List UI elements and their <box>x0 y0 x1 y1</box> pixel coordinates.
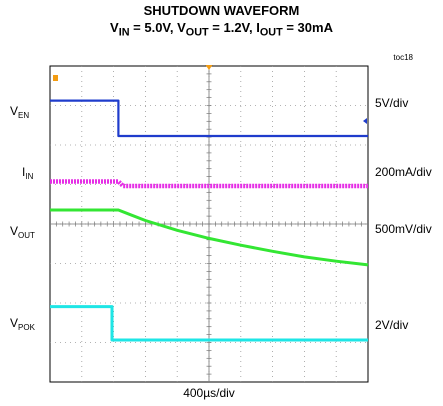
vpok-channel-label: VPOK <box>10 316 35 332</box>
ven-level-marker-icon <box>363 118 367 124</box>
ven-channel-label: VEN <box>10 104 30 120</box>
trigger-marker-icon <box>205 65 213 70</box>
vpok-trace <box>50 305 368 342</box>
iin-trace <box>50 179 368 189</box>
iin-scale-label: 200mA/div <box>375 165 432 179</box>
x-axis-label: 400µs/div <box>183 386 235 400</box>
iin-channel-label: IIN <box>22 165 34 181</box>
vpok-scale-label: 2V/div <box>375 318 409 332</box>
vout-channel-label: VOUT <box>10 224 35 240</box>
chart-title: SHUTDOWN WAVEFORM <box>143 3 300 18</box>
chart-subtitle: VIN = 5.0V, VOUT = 1.2V, IOUT = 30mA <box>110 20 333 39</box>
ven-trace <box>50 99 368 138</box>
ground-marker-icon <box>53 75 58 81</box>
ven-scale-label: 5V/div <box>375 96 409 110</box>
figure-tag: toc18 <box>393 53 413 62</box>
vout-trace <box>50 208 369 267</box>
vout-scale-label: 500mV/div <box>375 222 432 236</box>
